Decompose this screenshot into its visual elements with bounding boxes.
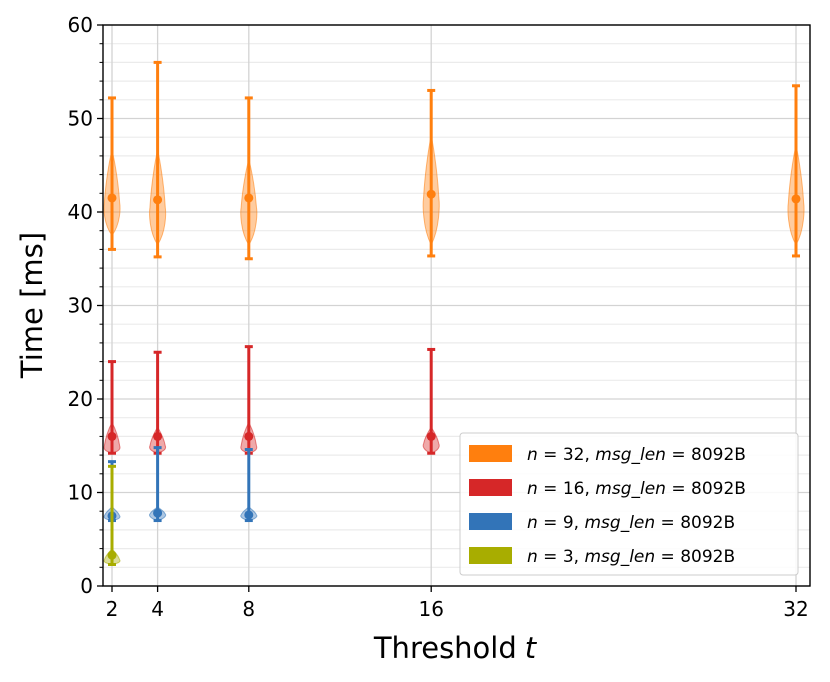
legend-var-msg: msg_len <box>595 445 666 465</box>
legend-var-n: n <box>527 547 538 567</box>
y-tick-label: 30 <box>68 294 93 318</box>
x-axis-title-var: t <box>525 631 538 665</box>
legend-eq2: = <box>666 479 691 499</box>
legend-label: n = 3, msg_len = 8092B <box>527 547 735 567</box>
legend-eq2: = <box>666 445 691 465</box>
legend-eq: = <box>538 479 563 499</box>
legend-len-value: 8092B <box>691 479 746 499</box>
x-axis-title-text: Threshold <box>373 631 517 665</box>
legend-var-n: n <box>527 513 538 533</box>
violin-median-point <box>244 193 254 203</box>
y-tick-label: 0 <box>80 574 93 598</box>
y-axis-title: Time [ms] <box>15 232 49 379</box>
legend-eq2: = <box>655 513 680 533</box>
legend-box <box>459 432 799 576</box>
legend-swatch <box>469 513 512 530</box>
legend-var-msg: msg_len <box>595 479 666 499</box>
legend-var-n: n <box>527 445 538 465</box>
legend-label: n = 32, msg_len = 8092B <box>527 445 746 465</box>
x-tick-label: 2 <box>106 597 119 621</box>
violin-median-point <box>244 510 254 520</box>
y-tick-label: 40 <box>68 200 93 224</box>
x-tick-label: 32 <box>783 597 808 621</box>
legend-eq: = <box>538 445 563 465</box>
legend-swatch <box>469 479 512 496</box>
violin-median-point <box>426 189 436 199</box>
y-tick-label: 10 <box>68 481 93 505</box>
legend-sep: , <box>574 513 585 533</box>
legend-len-value: 8092B <box>680 513 735 533</box>
violin-median-point <box>153 508 163 518</box>
legend-eq2: = <box>655 547 680 567</box>
legend-sep: , <box>584 479 595 499</box>
legend-swatch <box>469 445 512 462</box>
legend-eq: = <box>538 513 563 533</box>
x-tick-label: 4 <box>151 597 164 621</box>
violin-median-point <box>153 195 163 205</box>
axes <box>97 24 811 592</box>
x-tick-label: 16 <box>418 597 443 621</box>
x-axis-title: Threshold t <box>373 631 538 665</box>
legend-n-value: 16 <box>563 479 585 499</box>
tick-labels: 0 10 20 30 40 50 60 2 4 8 16 32 <box>68 13 809 621</box>
legend-n-value: 9 <box>563 513 574 533</box>
legend-label: n = 9, msg_len = 8092B <box>527 513 735 533</box>
legend-eq: = <box>538 547 563 567</box>
legend-len-value: 8092B <box>691 445 746 465</box>
violin-median-point <box>791 194 801 204</box>
legend-n-value: 32 <box>563 445 585 465</box>
violin-median-point <box>107 193 117 203</box>
y-tick-label: 60 <box>68 13 93 37</box>
x-tick-label: 8 <box>242 597 255 621</box>
violin-median-point <box>426 431 436 441</box>
legend-var-msg: msg_len <box>584 513 655 533</box>
violin-median-point <box>244 431 254 441</box>
legend-label: n = 16, msg_len = 8092B <box>527 479 746 499</box>
y-tick-label: 50 <box>68 107 93 131</box>
violin-median-point <box>107 550 117 560</box>
legend-n-value: 3 <box>563 547 574 567</box>
violin-layer <box>103 60 805 566</box>
legend-var-n: n <box>527 479 538 499</box>
legend-var-msg: msg_len <box>584 547 655 567</box>
legend-swatch <box>469 547 512 564</box>
legend-len-value: 8092B <box>680 547 735 567</box>
violin-median-point <box>107 431 117 441</box>
legend-sep: , <box>584 445 595 465</box>
legend-sep: , <box>574 547 585 567</box>
y-tick-label: 20 <box>68 387 93 411</box>
violin-median-point <box>153 431 163 441</box>
